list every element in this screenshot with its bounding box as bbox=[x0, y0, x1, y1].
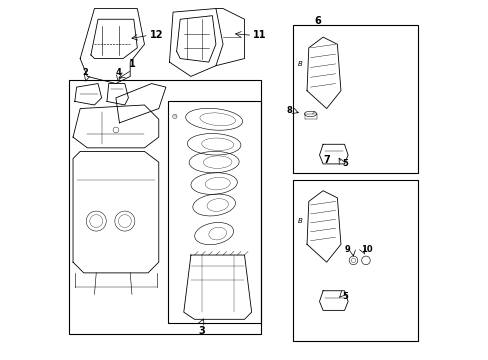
Text: 7: 7 bbox=[323, 156, 329, 165]
Text: 5: 5 bbox=[342, 159, 348, 168]
Text: 12: 12 bbox=[149, 30, 163, 40]
Text: 3: 3 bbox=[198, 327, 204, 337]
Text: 9: 9 bbox=[344, 245, 349, 254]
Bar bbox=[292, 24, 417, 173]
Text: 4: 4 bbox=[116, 68, 122, 77]
Text: 2: 2 bbox=[82, 68, 88, 77]
Bar bbox=[167, 102, 260, 323]
Text: B: B bbox=[297, 218, 302, 224]
Text: 1: 1 bbox=[128, 59, 135, 69]
Text: 10: 10 bbox=[360, 245, 371, 254]
Text: 5: 5 bbox=[342, 292, 348, 301]
Text: 11: 11 bbox=[253, 30, 266, 40]
Bar bbox=[69, 80, 260, 334]
Text: 6: 6 bbox=[313, 16, 320, 26]
Text: 8: 8 bbox=[286, 106, 292, 115]
Text: B: B bbox=[297, 61, 302, 67]
Bar bbox=[292, 180, 417, 341]
